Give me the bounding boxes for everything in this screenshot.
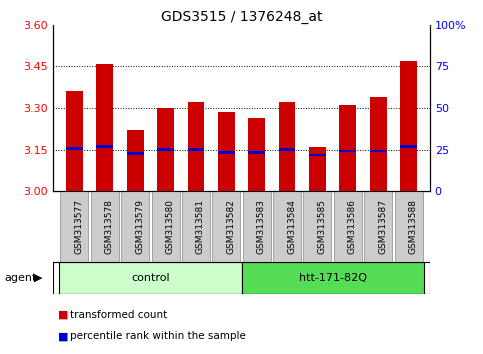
Text: GSM313584: GSM313584 [287, 199, 296, 254]
Text: GSM313585: GSM313585 [317, 199, 327, 254]
Bar [279, 148, 296, 151]
Bar [370, 150, 386, 152]
Text: GSM313578: GSM313578 [105, 199, 114, 254]
Bar [370, 97, 386, 191]
Bar [187, 148, 204, 151]
Text: GSM313581: GSM313581 [196, 199, 205, 254]
Text: htt-171-82Q: htt-171-82Q [298, 273, 367, 283]
Text: GSM313583: GSM313583 [256, 199, 266, 254]
Bar [334, 191, 362, 262]
Bar [309, 154, 326, 156]
Bar [364, 191, 392, 262]
Bar [60, 191, 88, 262]
Text: ■: ■ [58, 331, 69, 341]
Bar [340, 105, 356, 191]
Text: GSM313582: GSM313582 [227, 199, 235, 254]
Text: GSM313588: GSM313588 [409, 199, 418, 254]
Bar [213, 191, 240, 262]
Text: GSM313579: GSM313579 [135, 199, 144, 254]
Bar [66, 91, 83, 191]
Bar [59, 262, 242, 294]
Bar [157, 148, 174, 151]
Bar [309, 147, 326, 191]
Bar [303, 191, 331, 262]
Text: GSM313577: GSM313577 [74, 199, 84, 254]
Bar [66, 147, 83, 150]
Bar [187, 102, 204, 191]
Bar [273, 191, 301, 262]
Text: agent: agent [5, 273, 37, 283]
Bar [218, 112, 235, 191]
Text: ▶: ▶ [34, 273, 43, 283]
Bar [218, 151, 235, 154]
Bar [121, 191, 149, 262]
Text: transformed count: transformed count [70, 310, 167, 320]
Text: control: control [131, 273, 170, 283]
Bar [152, 191, 180, 262]
Bar [242, 262, 424, 294]
Bar [157, 108, 174, 191]
Bar [127, 130, 143, 191]
Title: GDS3515 / 1376248_at: GDS3515 / 1376248_at [161, 10, 322, 24]
Bar [97, 145, 113, 148]
Text: percentile rank within the sample: percentile rank within the sample [70, 331, 246, 341]
Text: GSM313587: GSM313587 [378, 199, 387, 254]
Bar [400, 61, 417, 191]
Bar [395, 191, 423, 262]
Bar [400, 145, 417, 148]
Bar [182, 191, 210, 262]
Bar [97, 64, 113, 191]
Bar [91, 191, 119, 262]
Bar [248, 118, 265, 191]
Bar [279, 102, 296, 191]
Bar [340, 150, 356, 152]
Text: GSM313580: GSM313580 [166, 199, 174, 254]
Bar [127, 152, 143, 155]
Text: GSM313586: GSM313586 [348, 199, 357, 254]
Bar [243, 191, 270, 262]
Text: ■: ■ [58, 310, 69, 320]
Bar [248, 151, 265, 154]
